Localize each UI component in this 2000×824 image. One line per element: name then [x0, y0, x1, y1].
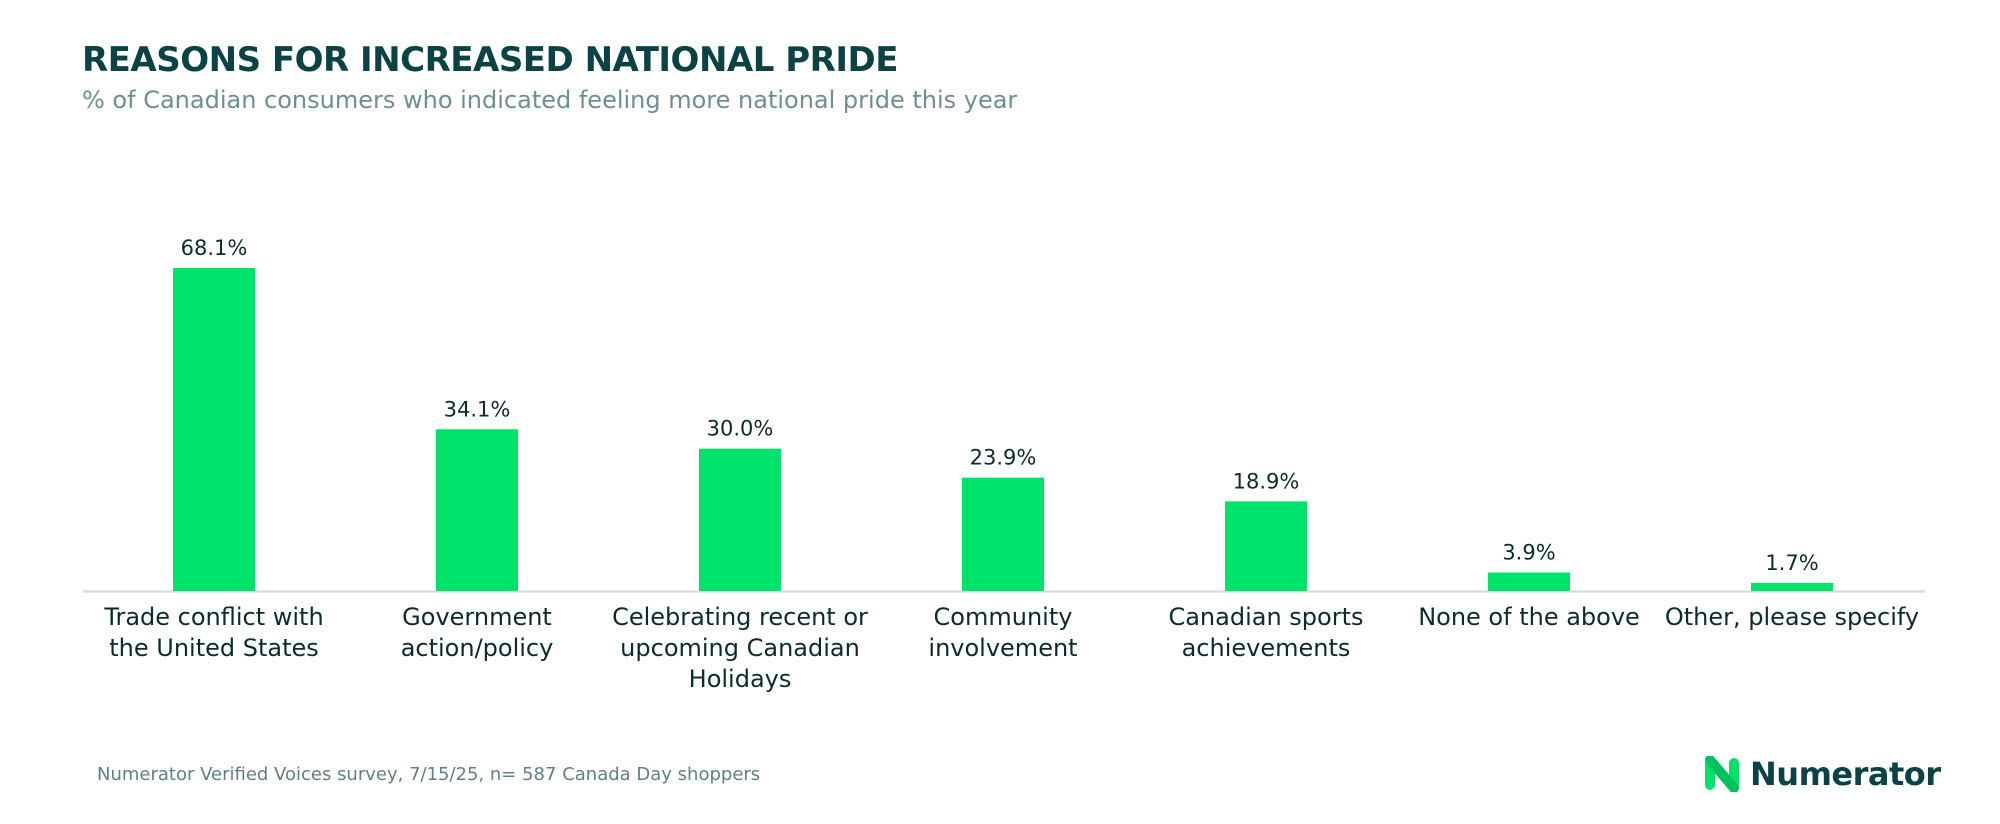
numerator-n-logo-icon — [1705, 756, 1739, 792]
data-label: 23.9% — [970, 446, 1037, 470]
bar — [962, 477, 1044, 591]
category-label: involvement — [928, 634, 1077, 662]
bar — [1488, 572, 1570, 591]
chart-title: REASONS FOR INCREASED NATIONAL PRIDE — [82, 40, 898, 80]
category-label: Government — [402, 603, 552, 631]
data-label: 1.7% — [1765, 551, 1818, 575]
bar-chart: 68.1% Trade conflict with the United State… — [83, 236, 1925, 693]
bar — [436, 429, 518, 591]
bar — [173, 268, 255, 591]
category-label: Other, please specify — [1665, 603, 1919, 631]
bar — [699, 448, 781, 591]
category-label: Holidays — [689, 665, 792, 693]
category-label: None of the above — [1418, 603, 1640, 631]
bar — [1751, 582, 1833, 591]
category-label: the United States — [109, 634, 319, 662]
data-label: 30.0% — [707, 417, 774, 441]
category-label: Celebrating recent or — [612, 603, 868, 631]
category-label: achievements — [1182, 634, 1351, 662]
data-label: 18.9% — [1233, 469, 1300, 493]
category-label: Trade conflict with — [103, 603, 323, 631]
data-label: 68.1% — [181, 236, 248, 260]
data-label: 3.9% — [1502, 541, 1555, 565]
brand-name: Numerator — [1750, 755, 1941, 793]
chart-subtitle: % of Canadian consumers who indicated fe… — [82, 86, 1018, 114]
data-label: 34.1% — [444, 397, 511, 421]
category-label: Community — [934, 603, 1073, 631]
category-label: action/policy — [401, 634, 554, 662]
category-label: Canadian sports — [1168, 603, 1363, 631]
source-footnote: Numerator Verified Voices survey, 7/15/2… — [97, 764, 761, 785]
category-label: upcoming Canadian — [620, 634, 860, 662]
brand-logo: Numerator — [1704, 752, 1941, 796]
bar — [1225, 501, 1307, 591]
